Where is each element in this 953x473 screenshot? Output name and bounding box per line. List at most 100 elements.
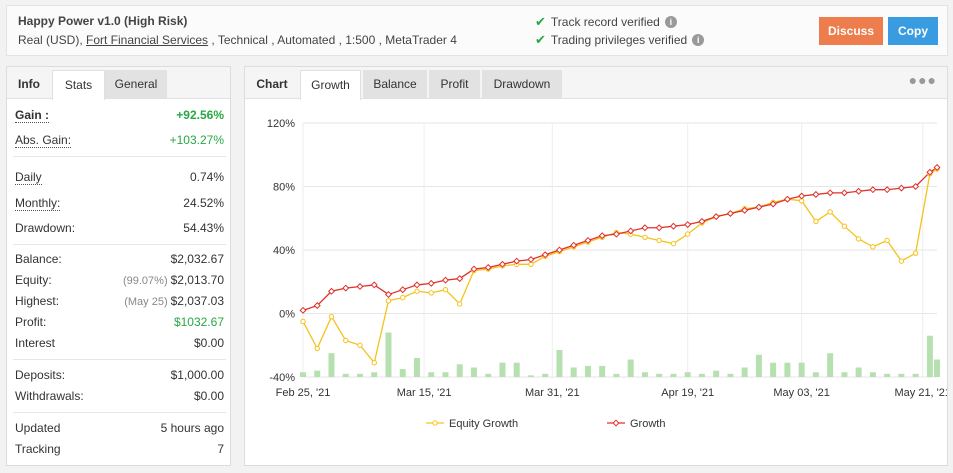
profit-bar <box>855 367 862 377</box>
profit-bar <box>428 372 435 377</box>
equity-growth-point <box>314 345 320 352</box>
profit-bar <box>641 372 648 377</box>
equity-growth-point <box>841 223 848 229</box>
divider <box>13 412 226 413</box>
equity-growth-point <box>912 250 919 256</box>
monthly-row: Monthly: 24.52% <box>15 193 224 213</box>
profit-bar <box>912 373 919 377</box>
growth-point <box>584 236 592 244</box>
daily-label[interactable]: Daily <box>15 170 42 185</box>
growth-point <box>370 281 378 289</box>
highest-value-wrap: (May 25) $2,037.03 <box>124 294 224 308</box>
highest-row: Highest: (May 25) $2,037.03 <box>15 291 224 311</box>
growth-point <box>399 286 407 294</box>
legend-growth-marker <box>612 419 620 427</box>
y-tick-label: 80% <box>273 182 295 194</box>
divider <box>13 156 226 157</box>
copy-button[interactable]: Copy <box>888 17 938 45</box>
profit-bar <box>770 362 777 377</box>
equity-growth-point <box>827 209 833 215</box>
tab-general[interactable]: General <box>105 70 167 98</box>
equity-percent: (99.07%) <box>122 275 168 287</box>
growth-point <box>741 206 749 214</box>
deposits-label: Deposits: <box>15 368 66 382</box>
legend-equity-label: Equity Growth <box>449 418 518 430</box>
monthly-label[interactable]: Monthly: <box>15 196 61 211</box>
updated-row: Updated 5 hours ago <box>15 418 224 438</box>
tab-growth[interactable]: Growth <box>300 70 361 100</box>
tracking-row: Tracking 7 <box>15 439 224 459</box>
y-tick-label: 120% <box>267 118 295 130</box>
profit-bar <box>698 373 705 377</box>
x-tick-label: Mar 31, '21 <box>525 387 580 399</box>
profit-bar <box>627 359 634 377</box>
profit-value: $1032.67 <box>173 315 224 329</box>
growth-chart: 120% 80% 40% 0% -40% Feb 25, '21 Mar 15, '21 Ma… <box>267 118 947 430</box>
highest-label: Highest: <box>15 294 60 308</box>
profit-bar <box>314 370 321 377</box>
equity-label: Equity: <box>15 273 52 287</box>
growth-point <box>769 200 777 208</box>
growth-point <box>855 187 863 195</box>
abs-gain-row: Abs. Gain: +103.27% <box>15 130 224 150</box>
tab-drawdown[interactable]: Drawdown <box>482 70 562 98</box>
divider <box>13 359 226 360</box>
highest-date: (May 25) <box>124 296 168 308</box>
info-icon[interactable]: i <box>692 34 705 46</box>
info-icon[interactable]: i <box>664 16 677 28</box>
discuss-button[interactable]: Discuss <box>819 17 883 45</box>
tab-balance[interactable]: Balance <box>363 70 427 98</box>
system-title: Happy Power v1.0 (High Risk) <box>18 14 188 28</box>
check-icon: ✔ <box>535 32 546 47</box>
deposits-value: $1,000.00 <box>170 368 224 382</box>
growth-point <box>327 287 336 295</box>
equity-growth-point <box>428 290 434 296</box>
gain-label[interactable]: Gain : <box>15 108 50 123</box>
growth-point <box>470 265 478 273</box>
balance-value: $2,032.67 <box>170 252 224 266</box>
growth-point <box>783 195 791 203</box>
growth-point <box>883 186 891 194</box>
growth-point <box>641 224 649 232</box>
profit-bar <box>342 373 349 377</box>
more-options-icon[interactable]: ●●● <box>908 72 937 88</box>
profit-bar <box>470 367 477 377</box>
equity-row: Equity: (99.07%) $2,013.70 <box>15 270 224 290</box>
profit-bar <box>755 354 762 377</box>
profit-bar <box>356 373 363 377</box>
x-tick-label: Feb 25, '21 <box>276 387 331 399</box>
profit-bar <box>527 375 534 377</box>
tab-stats[interactable]: Stats <box>52 70 105 100</box>
abs-gain-label[interactable]: Abs. Gain: <box>15 133 72 148</box>
profit-bar <box>869 372 876 377</box>
gain-row: Gain : +92.56% <box>15 105 224 125</box>
growth-point <box>456 275 464 283</box>
growth-point <box>598 232 606 240</box>
broker-link[interactable]: Fort Financial Services <box>86 33 209 47</box>
profit-bar <box>884 373 891 377</box>
drawdown-row: Drawdown: 54.43% <box>15 218 224 238</box>
profit-bar <box>371 372 378 377</box>
tab-info[interactable]: Info <box>18 77 40 91</box>
profit-bar <box>399 369 406 377</box>
profit-bar <box>784 362 791 377</box>
growth-point <box>384 290 392 298</box>
equity-growth-point <box>414 288 420 294</box>
tab-profit[interactable]: Profit <box>429 70 480 98</box>
highest-value: $2,037.03 <box>170 294 224 308</box>
tab-chart[interactable]: Chart <box>256 77 288 91</box>
profit-bar <box>413 357 420 377</box>
profit-row: Profit: $1032.67 <box>15 312 224 332</box>
profit-bar <box>300 372 306 377</box>
profit-bar <box>670 373 677 377</box>
check-icon: ✔ <box>535 14 546 29</box>
growth-point <box>869 186 877 194</box>
profit-bar <box>570 367 577 377</box>
profit-bar <box>442 372 449 377</box>
profit-bar <box>812 372 819 377</box>
equity-growth-point <box>656 237 662 244</box>
growth-point <box>755 203 763 211</box>
monthly-value: 24.52% <box>183 196 224 210</box>
legend-growth-label: Growth <box>630 418 665 430</box>
profit-bar <box>926 335 933 377</box>
